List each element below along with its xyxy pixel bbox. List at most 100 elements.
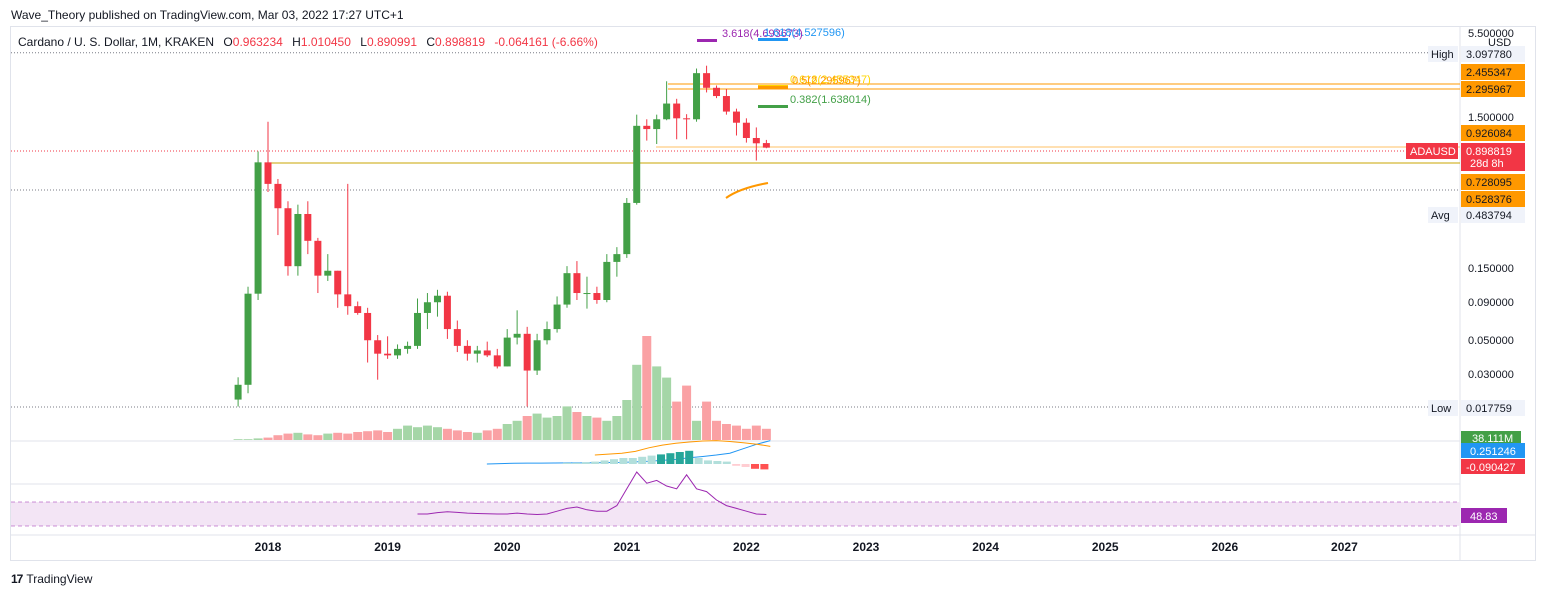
candle-body	[752, 137, 760, 144]
candle-body	[453, 329, 461, 346]
candle-body	[404, 345, 412, 349]
symbol-title[interactable]: Cardano / U. S. Dollar, 1M, KRAKEN	[18, 35, 215, 49]
candle-body	[703, 73, 711, 88]
volume-bar	[652, 366, 662, 440]
volume-bar	[253, 438, 263, 440]
candle-body	[334, 270, 342, 295]
volume-bar	[751, 425, 761, 440]
candle-body	[493, 355, 501, 367]
chart-frame	[10, 26, 1536, 561]
volume-bar	[353, 432, 363, 440]
candle-body	[673, 103, 681, 119]
tradingview-logo[interactable]: 17 TradingView	[11, 572, 92, 586]
volume-bar	[243, 439, 253, 440]
volume-bar	[492, 428, 502, 440]
candle-body	[653, 119, 661, 130]
macd-hist-bar	[647, 455, 656, 464]
volume-bar	[403, 425, 413, 440]
volume-bar	[283, 433, 293, 440]
volume-bar	[522, 416, 532, 440]
macd-line	[486, 440, 771, 465]
candle-body	[344, 294, 352, 307]
volume-bar	[602, 420, 612, 440]
price-badge-value: 0.017759	[1466, 403, 1512, 415]
volume-bar	[582, 416, 592, 440]
price-badge	[1461, 207, 1525, 223]
y-tick-label: 0.090000	[1468, 297, 1514, 309]
candle-body	[443, 295, 451, 330]
candle-body	[543, 329, 551, 341]
volume-bar	[622, 400, 632, 440]
y-tick-label: 1.500000	[1468, 112, 1514, 124]
price-badge	[1461, 174, 1525, 190]
macd-badge	[1461, 443, 1525, 458]
volume-bar	[393, 428, 403, 440]
candle-body	[483, 350, 491, 356]
price-badge-value: 2.455347	[1466, 67, 1512, 79]
macd-hist-bar	[694, 458, 703, 464]
price-badge-value: 2.295967	[1466, 84, 1512, 96]
y-tick-label: 5.500000	[1468, 28, 1514, 40]
candle-body	[633, 125, 641, 203]
candle-body	[593, 293, 601, 300]
volume-bar	[512, 420, 522, 440]
candle-body	[513, 333, 521, 338]
volume-bar	[572, 412, 582, 440]
price-badge-label: Avg	[1431, 210, 1450, 222]
volume-bar	[712, 420, 721, 440]
candle-body	[324, 270, 332, 276]
change-value: -0.064161 (-6.66%)	[494, 35, 598, 49]
candle-body	[304, 213, 312, 241]
volume-bar	[741, 428, 751, 440]
macd-hist-bar	[741, 464, 750, 467]
candle-body	[394, 348, 402, 356]
signal-line	[594, 440, 771, 456]
volume-bar	[233, 439, 243, 440]
x-tick-label: 2025	[1092, 540, 1119, 554]
volume-bar	[761, 428, 771, 440]
volume-bar	[682, 385, 692, 440]
fib-label: 3.618(4.693673)	[722, 28, 803, 40]
volume-bar	[532, 413, 542, 440]
macd-hist-badge	[1461, 459, 1525, 474]
volume-bar	[452, 430, 462, 440]
macd-hist-bar	[600, 460, 609, 464]
y-tick-label: 0.030000	[1468, 369, 1514, 381]
price-badge	[1461, 191, 1525, 207]
candle-body	[294, 213, 302, 267]
low-label: L	[360, 35, 367, 49]
candle-body	[244, 293, 252, 385]
volume-bar	[422, 425, 432, 440]
candle-body	[583, 293, 591, 295]
candle-body	[643, 125, 651, 130]
publisher-credit: Wave_Theory published on TradingView.com…	[11, 8, 404, 22]
candle-body	[533, 340, 541, 371]
volume-bar	[692, 420, 702, 440]
macd-hist-bar	[638, 456, 647, 464]
volume-bar	[313, 435, 323, 440]
candle-body	[603, 261, 611, 300]
volume-bar	[363, 431, 373, 440]
candle-body	[573, 273, 581, 294]
candle-body	[523, 333, 531, 371]
low-value: 0.890991	[366, 35, 417, 49]
candle-body	[563, 273, 571, 305]
macd-value: 0.251246	[1470, 446, 1516, 458]
projection-curve	[725, 182, 769, 199]
candle-body	[503, 337, 511, 367]
candle-body	[722, 96, 730, 112]
price-badge-value: 0.728095	[1466, 177, 1512, 189]
macd-hist-bar	[685, 450, 694, 464]
macd-hist-bar	[704, 460, 712, 464]
y-tick-label: 0.050000	[1468, 335, 1514, 347]
fib-marker	[697, 39, 717, 42]
rsi-value: 48.83	[1470, 511, 1498, 523]
price-badge	[1461, 46, 1525, 62]
candle-body	[314, 240, 322, 276]
macd-hist-bar	[713, 461, 722, 464]
candle-body	[613, 254, 621, 262]
macd-hist-bar	[572, 462, 581, 464]
x-tick-label: 2020	[494, 540, 521, 554]
volume-bar	[413, 427, 422, 440]
